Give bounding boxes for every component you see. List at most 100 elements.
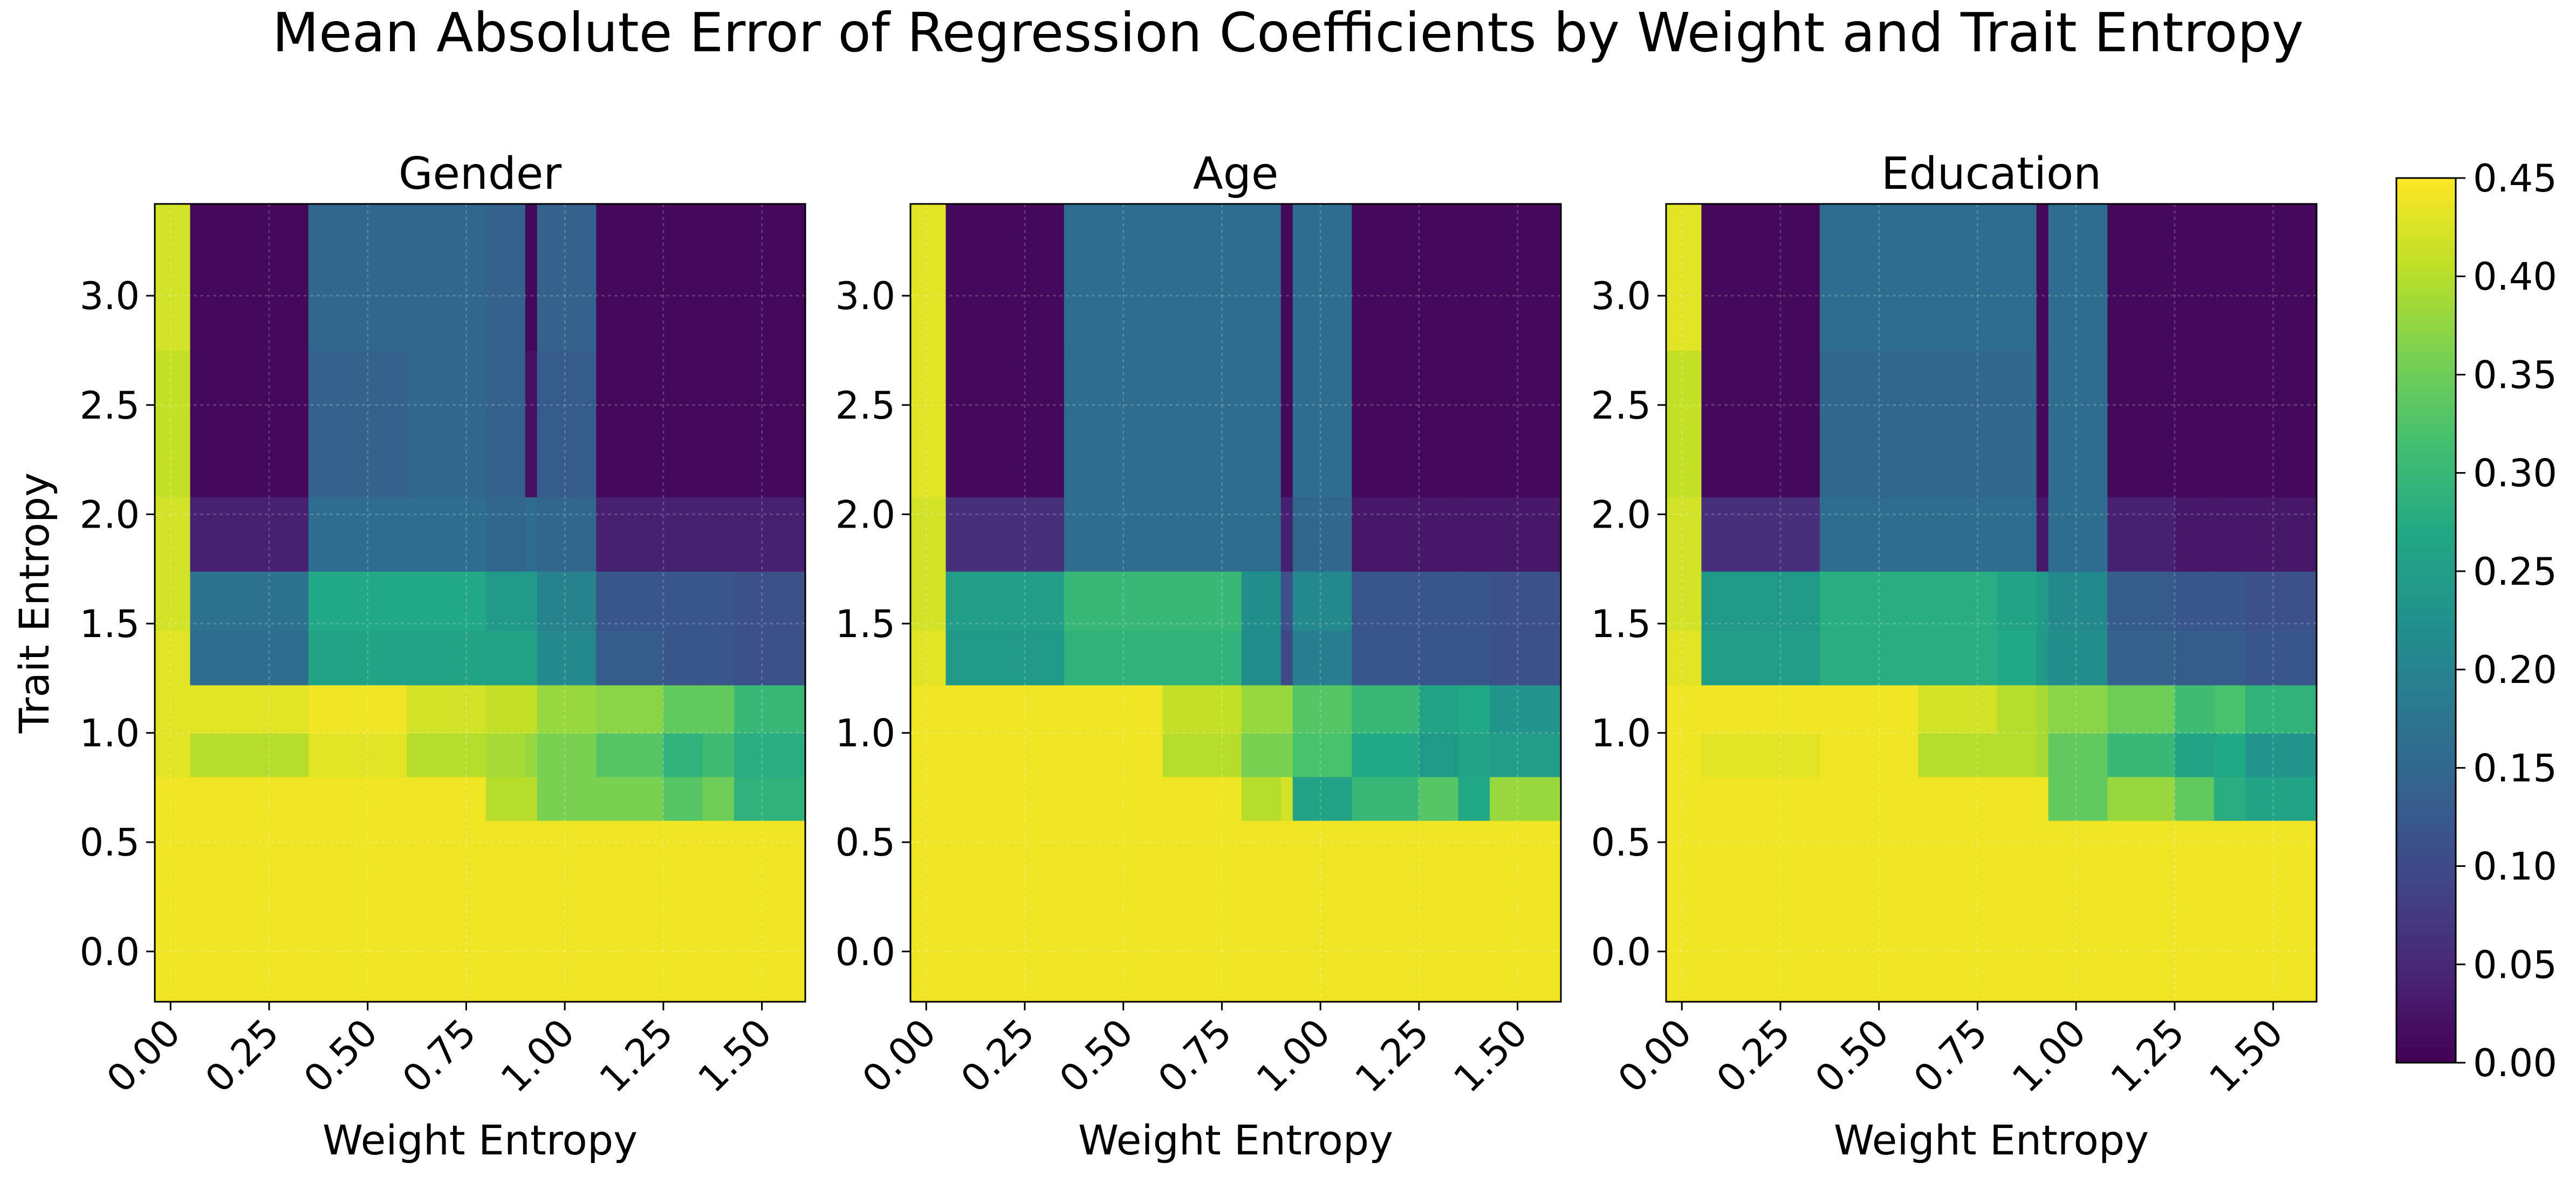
heatmap-cell [663, 776, 703, 821]
heatmap-cell [2245, 203, 2317, 351]
colorbar-tick-label: 0.40 [2473, 255, 2557, 299]
heatmap-cell [308, 571, 408, 631]
heatmap-cell [910, 776, 947, 821]
heatmap-cell [407, 496, 487, 572]
heatmap-cell [663, 820, 703, 1002]
heatmap-cell [946, 496, 1065, 572]
heatmap-cell [1997, 571, 2037, 631]
heatmap-cell [1458, 350, 1491, 497]
heatmap-cell [702, 685, 735, 734]
heatmap-cell [596, 203, 664, 351]
heatmap-cell [1490, 496, 1561, 572]
heatmap-cell [2036, 776, 2049, 821]
heatmap-cell [2107, 496, 2175, 572]
heatmap-cell [2048, 350, 2108, 497]
heatmap-cell [2036, 203, 2049, 351]
heatmap-cell [1458, 733, 1491, 777]
heatmap-cell [2107, 776, 2175, 821]
heatmap-cell [1997, 820, 2037, 1002]
heatmap-cell [1352, 776, 1420, 821]
heatmap-cell [1666, 630, 1702, 686]
heatmap-cell [1352, 350, 1420, 497]
colorbar-tick-label: 0.35 [2473, 353, 2557, 397]
heatmap-cell [1666, 820, 1702, 1002]
heatmap-cell [1162, 630, 1242, 686]
heatmap-cell [1419, 820, 1459, 1002]
heatmap-cell [596, 350, 664, 497]
panel-title: Age [1193, 148, 1279, 200]
x-tick-label: 1.25 [2102, 1010, 2193, 1101]
heatmap-cell [1280, 776, 1293, 821]
grid-lines [1666, 204, 2317, 1002]
heatmap-cell [702, 820, 735, 1002]
heatmap-cell [1162, 203, 1242, 351]
heatmap-cell [1064, 776, 1163, 821]
heatmap-cell [1997, 630, 2037, 686]
heatmap-cell [308, 630, 408, 686]
heatmap-cell [190, 776, 309, 821]
heatmap-cell [2245, 685, 2317, 734]
heatmap-cell [1292, 630, 1353, 686]
heatmap-cell [1419, 630, 1459, 686]
heatmap-cell [525, 203, 538, 351]
heatmap-cell [1490, 820, 1561, 1002]
colorbar-tick-label: 0.20 [2473, 648, 2557, 692]
heatmap-cell [1666, 776, 1702, 821]
heatmap-cell [1419, 685, 1459, 734]
y-tick-label: 1.0 [835, 712, 895, 756]
heatmap-cell [2214, 776, 2246, 821]
heatmap-cell [2174, 685, 2215, 734]
heatmap-cell [1819, 820, 1919, 1002]
heatmap-cell [2245, 776, 2317, 821]
heatmap-cell [1918, 820, 1998, 1002]
heatmap-cell [2245, 733, 2317, 777]
heatmap-cell [663, 733, 703, 777]
y-tick-label: 2.0 [80, 493, 140, 537]
heatmap-cell [1064, 820, 1163, 1002]
heatmap-cell [1918, 685, 1998, 734]
heatmap-cell [1064, 496, 1163, 572]
heatmap-cell [2174, 496, 2215, 572]
heatmap-cell [1064, 630, 1163, 686]
heatmap-cell [2048, 776, 2108, 821]
heatmap-cell [1064, 571, 1163, 631]
heatmap-cell [2214, 820, 2246, 1002]
heatmap-cell [1490, 733, 1561, 777]
heatmap-cell [1997, 203, 2037, 351]
heatmap-cell [2245, 571, 2317, 631]
y-tick-label: 1.5 [835, 602, 895, 646]
heatmap-cell [2245, 630, 2317, 686]
heatmap-cell [1419, 350, 1459, 497]
heatmap-cell [485, 776, 526, 821]
heatmap-cell [734, 776, 806, 821]
heatmap-cell [1701, 350, 1820, 497]
heatmap-cell [1701, 203, 1820, 351]
grid-lines [910, 204, 1561, 1002]
heatmap-cell [1490, 571, 1561, 631]
colorbar-tick-label: 0.45 [2473, 156, 2557, 201]
colorbar-tick-label: 0.05 [2473, 943, 2557, 987]
heatmap-cell [2048, 496, 2108, 572]
heatmap-cell [702, 350, 735, 497]
x-tick-label: 1.50 [689, 1010, 780, 1101]
heatmap-cell [1490, 203, 1561, 351]
y-tick-label: 3.0 [835, 274, 895, 318]
heatmap-cell [1292, 496, 1353, 572]
y-tick-label: 2.5 [835, 384, 895, 428]
heatmap-cell [1819, 685, 1919, 734]
heatmap-cell [308, 820, 408, 1002]
heatmap-cell [1419, 496, 1459, 572]
heatmap-cell [1241, 733, 1282, 777]
heatmap-cell [1458, 630, 1491, 686]
heatmap-cell [1064, 350, 1163, 497]
heatmap-cell [537, 496, 597, 572]
heatmap-cell [154, 685, 191, 734]
heatmap-cell [1997, 776, 2037, 821]
heatmap-cell [1292, 733, 1353, 777]
heatmap-cell [407, 630, 487, 686]
heatmap-cell [485, 733, 526, 777]
y-tick-label: 0.5 [80, 820, 140, 865]
x-tick-label: 0.75 [1905, 1010, 1996, 1101]
heatmap-cell [1280, 630, 1293, 686]
heatmap-cell [485, 685, 526, 734]
